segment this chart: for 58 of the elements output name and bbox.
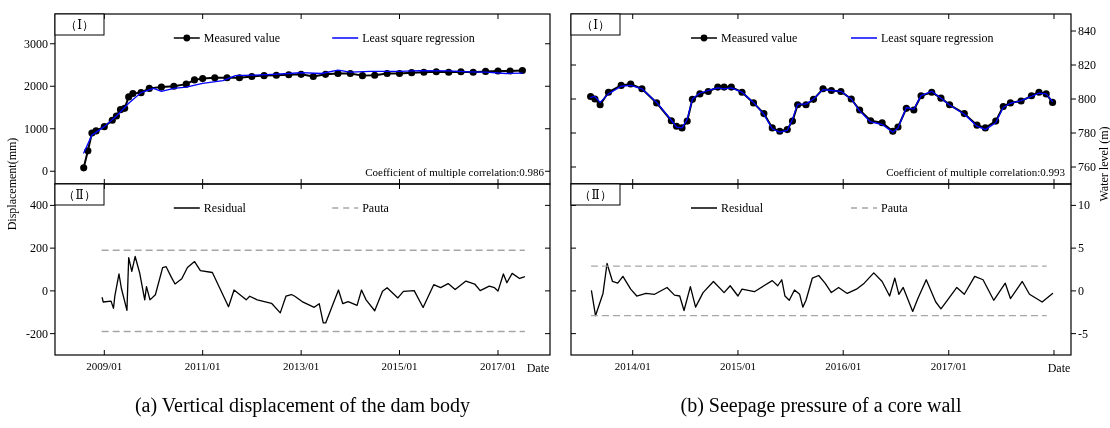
point [157,83,166,91]
legend-label: Residual [721,201,764,215]
y-tick-label: 3000 [24,36,48,51]
y-tick-label: 400 [30,198,48,213]
y2-tick-label: 760 [1078,160,1096,174]
y2-tick-label: -5 [1078,326,1088,341]
annotation: （Ⅱ） [63,188,96,202]
text: (a) Vertical displacement of the dam body [134,394,471,417]
x-tick-label: 2013/01 [283,360,320,372]
x-tick-label: 2015/01 [381,360,418,372]
x-axis-title: Date [526,361,550,375]
y-tick-label: -200 [26,326,48,341]
annotation: （Ⅱ） [579,188,612,202]
legend-label: Pauta [362,201,390,215]
y2-tick-label: 840 [1078,24,1096,38]
x-tick-label: 2016/01 [825,360,862,372]
y-axis-title: Displacement(mm) [5,137,19,231]
legend-label: Residual [203,201,247,215]
y-tick-label: 0 [42,283,48,298]
annotation: Coefficient of multiple correlation:0.993 [886,166,1066,178]
legend-label: Pauta [881,201,909,215]
point [309,72,317,81]
annotation: （Ⅰ） [581,18,610,32]
text: (b) Seepage pressure of a core wall [680,394,962,417]
point [371,71,379,79]
point [211,74,219,82]
x-tick-label: 2017/01 [930,360,967,372]
legend-label: Measured value [721,31,798,45]
y2-axis-title: Water level (m) [1097,126,1110,202]
y2-tick-label: 780 [1078,126,1096,140]
point [80,164,88,172]
y2-tick-label: 5 [1078,241,1084,256]
legend-label: Least square regression [362,31,475,45]
x-tick-label: 2015/01 [719,360,756,372]
annotation: Coefficient of multiple correlation:0.986 [365,166,545,178]
x-tick-label: 2011/01 [184,360,221,372]
point [199,75,207,83]
point [190,76,199,84]
x-tick-label: 2017/01 [479,360,517,372]
y2-tick-label: 0 [1078,283,1084,298]
x-tick-label: 2014/01 [614,360,651,372]
annotation: （Ⅰ） [65,18,94,32]
y-tick-label: 200 [30,241,48,256]
y-tick-label: 0 [42,164,48,179]
point [358,72,367,80]
y2-tick-label: 10 [1078,198,1090,213]
line-series [101,255,526,324]
point [129,89,137,98]
y-tick-label: 1000 [24,121,48,136]
y2-tick-label: 800 [1078,92,1096,106]
x-axis-title: Date [1047,361,1071,375]
y2-tick-label: 820 [1078,58,1096,72]
line-series [83,69,524,154]
legend-label: Measured value [203,31,281,45]
x-tick-label: 2009/01 [86,360,123,372]
line-series [590,262,1054,317]
legend-label: Least square regression [881,31,994,45]
y-tick-label: 2000 [24,79,48,94]
